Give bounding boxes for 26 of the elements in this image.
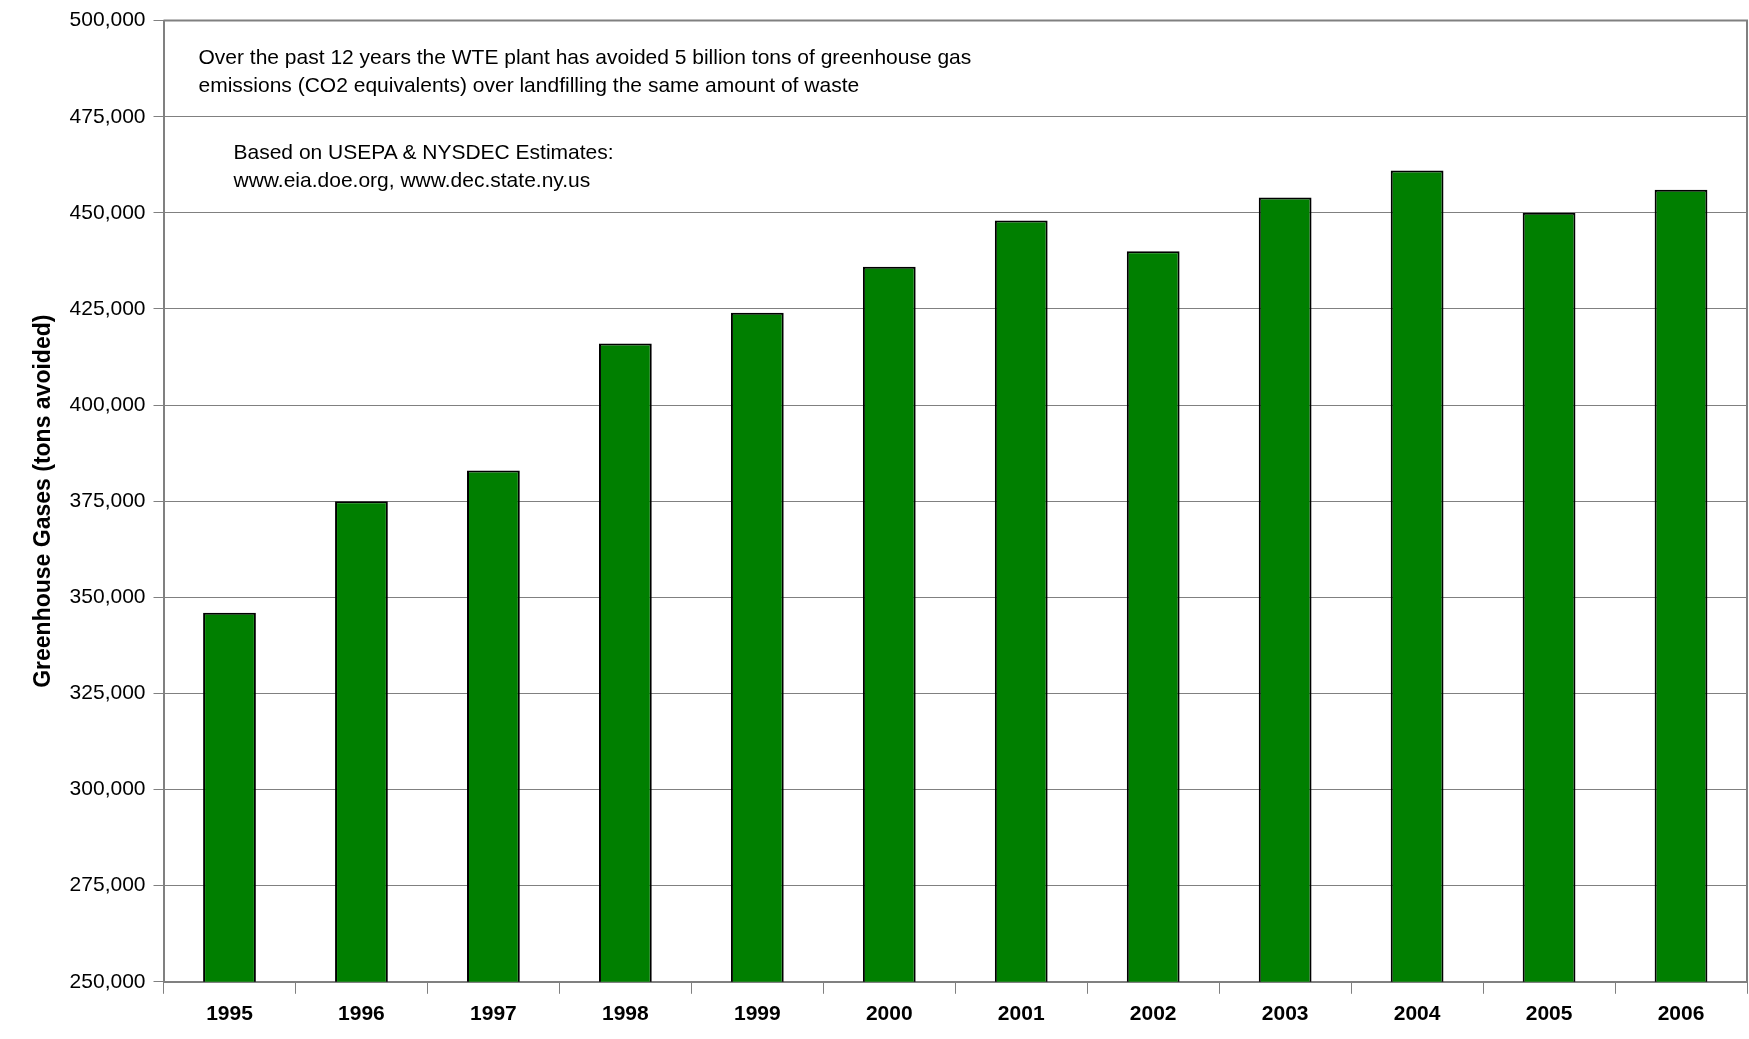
y-tick-label: 475,000 <box>69 103 146 127</box>
y-tick-label: 250,000 <box>69 968 146 992</box>
y-tick-label: 500,000 <box>69 7 146 31</box>
x-tick-label: 1998 <box>602 1001 650 1025</box>
y-tick-label: 375,000 <box>69 488 146 511</box>
x-tick-label: 2000 <box>865 1001 913 1025</box>
y-tick-label: 275,000 <box>69 872 146 896</box>
x-tick-label: 2004 <box>1393 1001 1441 1025</box>
y-tick-label: 400,000 <box>69 391 146 415</box>
annotation: Over the past 12 years the WTE plant has avoided 5 billion tons of greenhouse gas emissions (CO2 equivalents) over landfilling the same amount of waste <box>198 43 972 98</box>
x-tick-label: 1997 <box>470 1001 517 1025</box>
y-tick-label: 300,000 <box>69 776 146 800</box>
x-tick-label: 1996 <box>338 1001 385 1025</box>
x-tick-label: 2005 <box>1525 1001 1573 1025</box>
y-tick-label: 350,000 <box>69 584 146 608</box>
annotation: Based on USEPA & NYSDEC Estimates: www.eia.doe.org, www.dec.state.ny.us <box>233 138 614 193</box>
y-tick-label: 325,000 <box>69 680 146 704</box>
x-tick-label: 2003 <box>1261 1001 1309 1025</box>
y-tick-label: 450,000 <box>69 199 146 223</box>
x-tick-label: 1995 <box>206 1001 254 1025</box>
y-tick-label: 425,000 <box>69 295 146 319</box>
x-tick-label: 2001 <box>997 1001 1045 1025</box>
y-axis-title: Greenhouse Gases (tons avoided) <box>29 314 56 688</box>
x-tick-label: 2002 <box>1129 1001 1177 1025</box>
x-tick-label: 1999 <box>733 1001 781 1025</box>
x-tick-label: 2006 <box>1657 1001 1705 1025</box>
